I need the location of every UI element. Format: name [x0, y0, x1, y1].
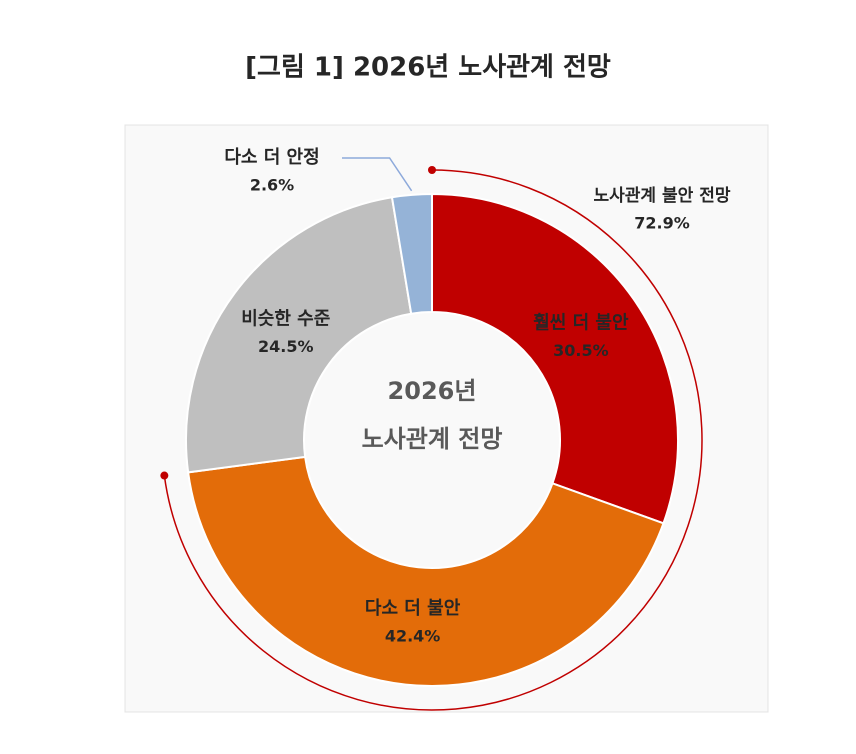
donut-slice — [390, 192, 433, 315]
donut-slice — [431, 192, 679, 525]
slice-label: 다소 더 불안 — [365, 598, 461, 619]
donut-slice — [187, 455, 665, 687]
group-arc — [163, 169, 703, 711]
slice-value-label: 42.4% — [385, 626, 441, 645]
center-text: 2026년 — [388, 377, 477, 405]
slice-label: 다소 더 안정 — [224, 147, 319, 168]
donut-slice — [185, 196, 413, 474]
slice-label: 훨씬 더 불안 — [533, 312, 629, 333]
leader-line — [342, 157, 413, 192]
slice-value-label: 2.6% — [250, 176, 294, 195]
chart-title: [그림 1] 2026년 노사관계 전망 — [245, 53, 611, 83]
arc-end — [428, 166, 436, 174]
slice-label: 비슷한 수준 — [241, 309, 330, 330]
arc-end — [160, 471, 169, 480]
group-label: 노사관계 불안 전망 — [594, 186, 731, 206]
slice-value-label: 30.5% — [553, 341, 609, 360]
group-value-label: 72.9% — [634, 214, 690, 233]
center-text: 노사관계 전망 — [362, 425, 503, 453]
slice-value-label: 24.5% — [258, 337, 314, 356]
